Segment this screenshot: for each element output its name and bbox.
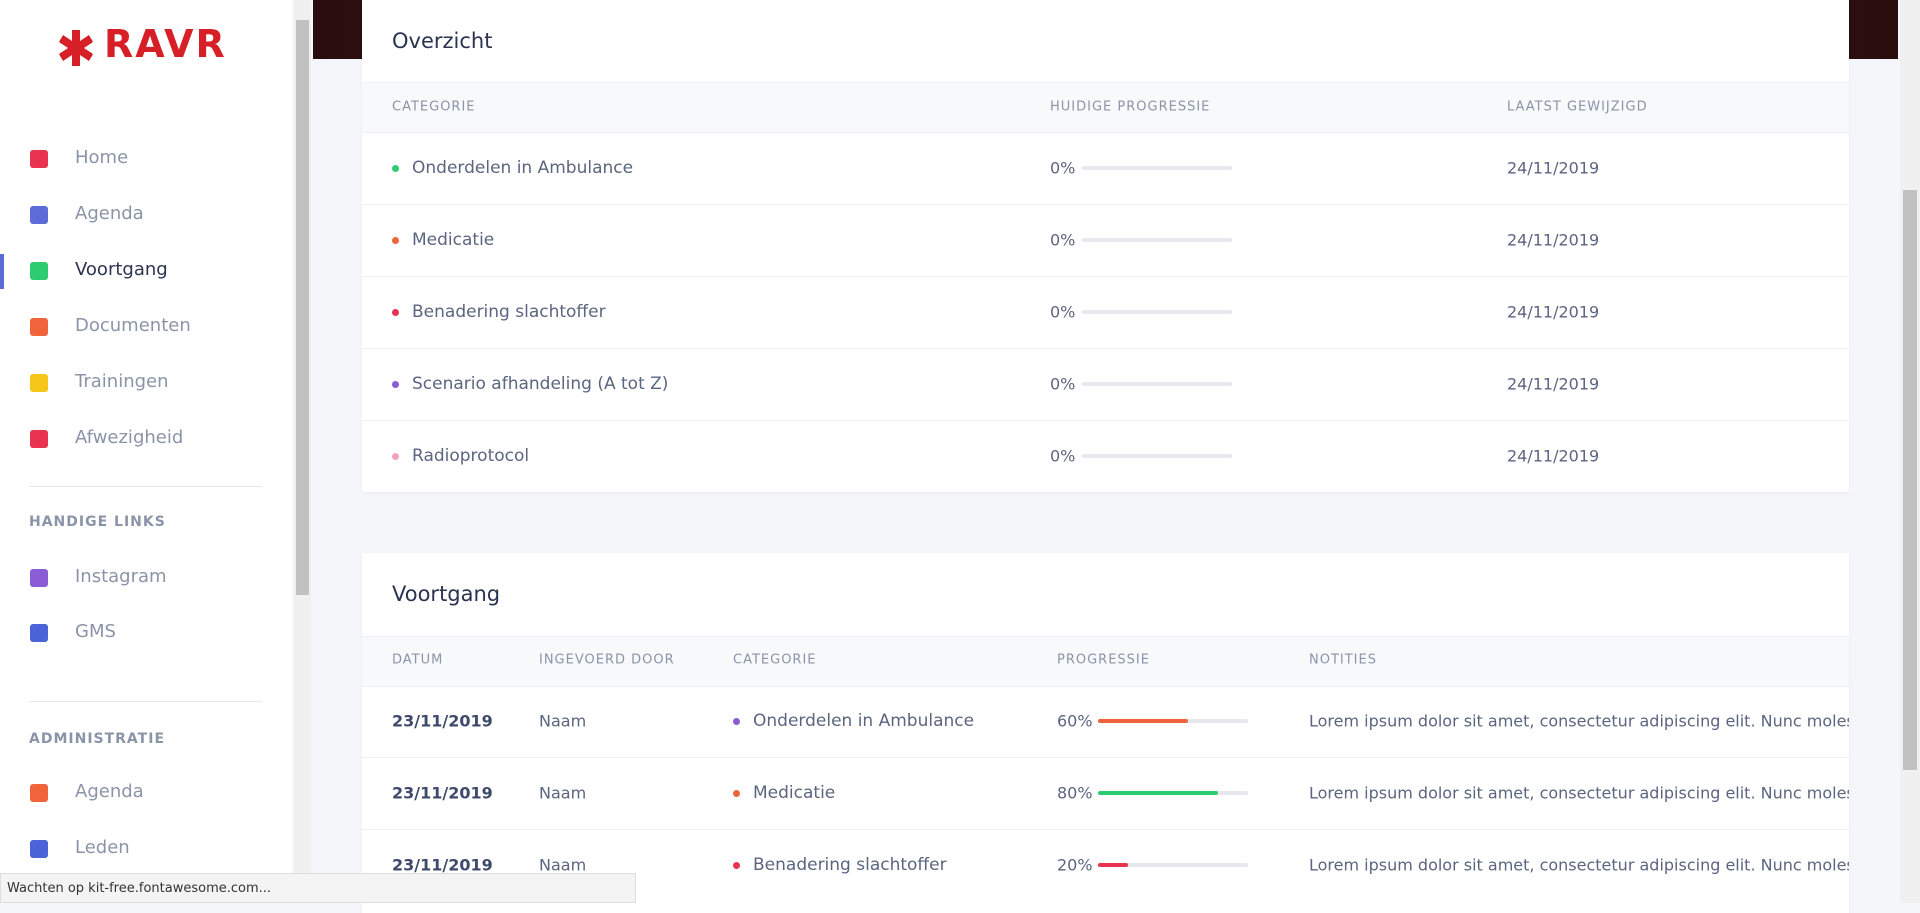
nav-link[interactable]: Home bbox=[75, 147, 129, 168]
progress-track bbox=[1082, 238, 1232, 242]
row-divider bbox=[362, 420, 1849, 421]
nav-icon bbox=[30, 840, 48, 858]
column-header: CATEGORIE bbox=[392, 99, 476, 115]
entered-by: Naam bbox=[539, 783, 587, 803]
category-dot bbox=[733, 790, 740, 797]
row-divider bbox=[362, 829, 1849, 830]
category: Onderdelen in Ambulance bbox=[412, 158, 634, 178]
progress-fill bbox=[1098, 791, 1218, 795]
progress-track bbox=[1098, 863, 1248, 867]
category-dot bbox=[392, 309, 399, 316]
row-divider bbox=[362, 757, 1849, 758]
card-title: Voortgang bbox=[392, 582, 501, 606]
column-header: CATEGORIE bbox=[733, 652, 817, 668]
column-header: LAATST GEWIJZIGD bbox=[1507, 99, 1648, 115]
progress-card: Voortgang DATUM INGEVOERD DOOR CATEGORIE PR… bbox=[362, 553, 1849, 913]
nav-icon bbox=[30, 569, 48, 587]
date: 23/11/2019 bbox=[392, 711, 493, 731]
category-dot bbox=[392, 453, 399, 460]
entered-by: Naam bbox=[539, 711, 587, 731]
date: 24/11/2019 bbox=[1507, 446, 1600, 466]
separator bbox=[29, 486, 262, 487]
progress-label: 0% bbox=[1050, 446, 1076, 466]
notes: Lorem ipsum dolor sit amet, consectetur … bbox=[1309, 783, 1849, 803]
column-header: DATUM bbox=[392, 652, 444, 668]
column-header: PROGRESSIE bbox=[1057, 652, 1150, 668]
progress-track bbox=[1082, 382, 1232, 386]
nav-icon bbox=[30, 150, 48, 168]
date: 23/11/2019 bbox=[392, 783, 493, 803]
category-dot bbox=[733, 862, 740, 869]
progress-label: 0% bbox=[1050, 374, 1076, 394]
category: Medicatie bbox=[412, 230, 495, 250]
table-header bbox=[362, 82, 1849, 133]
row-divider bbox=[362, 204, 1849, 205]
date: 24/11/2019 bbox=[1507, 302, 1600, 322]
card-title: Overzicht bbox=[392, 29, 493, 53]
nav-icon bbox=[30, 374, 48, 392]
nav-icon bbox=[30, 784, 48, 802]
category-dot bbox=[733, 718, 740, 725]
progress-track bbox=[1082, 310, 1232, 314]
overview-card: Overzicht CATEGORIE HUIDIGE PROGRESSIE LAA… bbox=[362, 0, 1849, 492]
progress-track bbox=[1082, 166, 1232, 170]
column-header: INGEVOERD DOOR bbox=[539, 652, 675, 668]
category: Onderdelen in Ambulance bbox=[753, 711, 975, 731]
nav-link[interactable]: Agenda bbox=[75, 781, 144, 802]
progress-label: 0% bbox=[1050, 230, 1076, 250]
row-divider bbox=[362, 276, 1849, 277]
date: 23/11/2019 bbox=[392, 855, 493, 875]
column-header: NOTITIES bbox=[1309, 652, 1377, 668]
nav-icon bbox=[30, 262, 48, 280]
active-indicator bbox=[0, 254, 4, 289]
scrollbar bbox=[1900, 0, 1920, 903]
nav-link[interactable]: Afwezigheid bbox=[75, 427, 184, 448]
sidebar: RAVR HANDIGE LINKS ADMINISTRATIE Home Age… bbox=[0, 0, 292, 903]
status-bar: Wachten op kit-free.fontawesome.com... bbox=[0, 873, 636, 903]
category: Medicatie bbox=[753, 783, 836, 803]
section-title: ADMINISTRATIE bbox=[29, 731, 166, 747]
nav-icon bbox=[30, 430, 48, 448]
progress-label: 0% bbox=[1050, 158, 1076, 178]
nav-link[interactable]: Agenda bbox=[75, 203, 144, 224]
progress-label: 20% bbox=[1057, 855, 1093, 875]
progress-fill bbox=[1098, 863, 1128, 867]
progress-track bbox=[1082, 454, 1232, 458]
progress-label: 60% bbox=[1057, 711, 1093, 731]
nav-icon bbox=[30, 624, 48, 642]
category: Scenario afhandeling (A tot Z) bbox=[412, 374, 669, 394]
category-dot bbox=[392, 381, 399, 388]
progress-label: 80% bbox=[1057, 783, 1093, 803]
category: Benadering slachtoffer bbox=[412, 302, 606, 322]
section-title: HANDIGE LINKS bbox=[29, 514, 166, 530]
nav-icon bbox=[30, 318, 48, 336]
row-divider bbox=[362, 348, 1849, 349]
nav-link[interactable]: Instagram bbox=[75, 566, 167, 587]
table-header bbox=[362, 636, 1849, 687]
column-header: HUIDIGE PROGRESSIE bbox=[1050, 99, 1211, 115]
date: 24/11/2019 bbox=[1507, 230, 1600, 250]
date: 24/11/2019 bbox=[1507, 158, 1600, 178]
date: 24/11/2019 bbox=[1507, 374, 1600, 394]
category-dot bbox=[392, 165, 399, 172]
scrollbar bbox=[294, 0, 311, 903]
nav-link[interactable]: GMS bbox=[75, 621, 116, 642]
category-dot bbox=[392, 237, 399, 244]
notes: Lorem ipsum dolor sit amet, consectetur … bbox=[1309, 855, 1849, 875]
separator bbox=[29, 701, 262, 702]
notes: Lorem ipsum dolor sit amet, consectetur … bbox=[1309, 711, 1849, 731]
entered-by: Naam bbox=[539, 855, 587, 875]
category: Benadering slachtoffer bbox=[753, 855, 947, 875]
category: Radioprotocol bbox=[412, 446, 530, 466]
progress-fill bbox=[1098, 719, 1188, 723]
nav-link[interactable]: Documenten bbox=[75, 315, 191, 336]
nav-link[interactable]: Trainingen bbox=[75, 371, 169, 392]
logo-icon bbox=[59, 30, 93, 66]
nav-link[interactable]: Voortgang bbox=[75, 259, 168, 280]
nav-icon bbox=[30, 206, 48, 224]
logo: RAVR bbox=[104, 22, 227, 66]
progress-label: 0% bbox=[1050, 302, 1076, 322]
nav-link[interactable]: Leden bbox=[75, 837, 130, 858]
